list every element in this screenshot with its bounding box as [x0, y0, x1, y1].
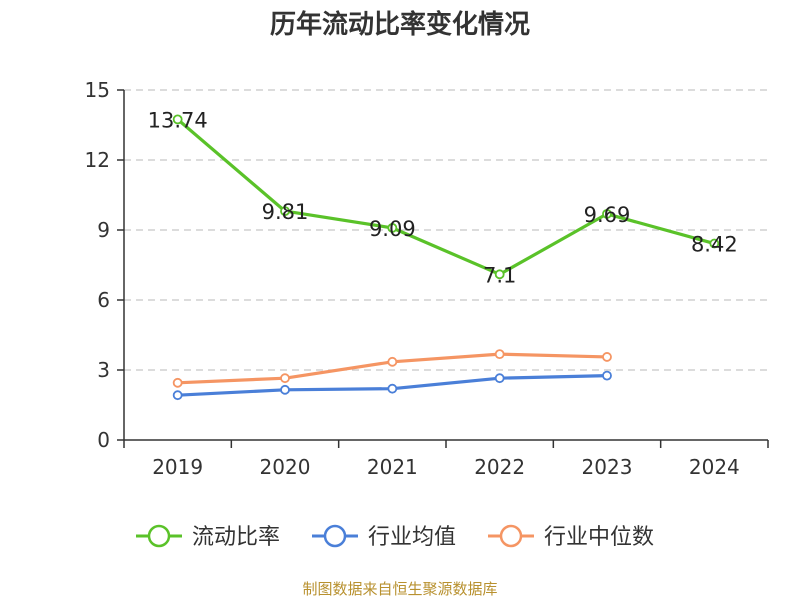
x-tick-label: 2023: [582, 455, 633, 479]
legend-swatch-marker: [323, 524, 347, 548]
legend-label: 流动比率: [192, 525, 280, 550]
data-label: 7.1: [483, 263, 516, 287]
series-point: [602, 370, 612, 381]
data-label: 9.81: [262, 200, 309, 224]
y-tick-label: 12: [85, 148, 110, 172]
legend-item[interactable]: 行业均值: [312, 524, 456, 550]
series-point: [280, 373, 290, 384]
legend-item[interactable]: 流动比率: [136, 524, 280, 550]
series-point: [387, 222, 398, 233]
y-tick-label: 6: [97, 288, 110, 312]
legend-label: 行业均值: [368, 525, 456, 550]
series-lines: [172, 114, 720, 401]
data-label: 9.09: [369, 217, 416, 241]
axes: 0 3 6 9 12 15 2019 2020 2021 2022 2023 2024: [85, 78, 769, 479]
series-point: [172, 377, 183, 388]
series-point: [280, 206, 290, 217]
legend-label: 行业中位数: [544, 525, 654, 550]
y-tick-label: 15: [85, 78, 110, 102]
series-point: [387, 356, 398, 367]
x-tick-label: 2020: [260, 455, 311, 479]
legend-item[interactable]: 行业中位数: [488, 524, 654, 550]
source-footer: 制图数据来自恒生聚源数据库: [302, 580, 498, 598]
legend-swatch-marker: [499, 524, 523, 548]
series-point: [602, 208, 612, 219]
data-labels: 13.74 9.81 9.09 7.1 9.69 8.42: [148, 108, 738, 287]
legend-swatch-marker: [147, 524, 171, 548]
x-tick-label: 2019: [152, 455, 203, 479]
data-label: 13.74: [148, 108, 208, 132]
series-point: [172, 114, 183, 125]
series-point: [494, 373, 505, 384]
series-point: [494, 269, 505, 280]
legend[interactable]: 流动比率 行业均值 行业中位数: [136, 524, 654, 550]
series-point: [494, 349, 505, 360]
data-label: 8.42: [691, 233, 738, 257]
series-point: [709, 238, 720, 249]
series-point: [602, 352, 612, 362]
series-point: [172, 390, 183, 401]
x-tick-label: 2022: [474, 455, 525, 479]
y-tick-label: 0: [97, 428, 110, 452]
grid-lines: [124, 89, 768, 371]
x-tick-label: 2021: [367, 455, 418, 479]
data-label: 9.69: [584, 203, 631, 227]
y-tick-label: 3: [97, 358, 110, 382]
y-tick-label: 9: [97, 218, 110, 242]
series-point: [280, 384, 290, 395]
series-line: [176, 118, 715, 276]
x-tick-label: 2024: [689, 455, 740, 479]
series-point: [387, 383, 398, 394]
chart-title: 历年流动比率变化情况: [269, 10, 530, 40]
